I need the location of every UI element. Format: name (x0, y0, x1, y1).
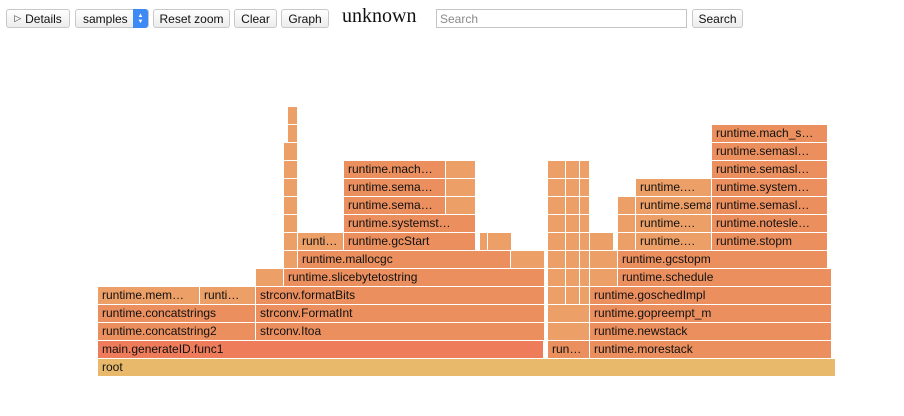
toolbar: ▷ Details samples ▲ ▼ Reset zoom Clear Gr… (0, 0, 904, 38)
flame-frame[interactable]: main.generateID.func1 (98, 341, 544, 358)
flame-frame[interactable] (548, 179, 566, 196)
flame-frame[interactable]: runtime.systemst… (344, 215, 476, 232)
flame-frame[interactable] (548, 251, 566, 268)
flame-frame[interactable]: strconv.FormatInt (256, 305, 545, 322)
flame-frame[interactable] (580, 215, 590, 232)
flame-frame[interactable] (566, 161, 580, 178)
flame-frame[interactable]: runtime.mach_s… (712, 125, 828, 142)
flame-frame[interactable] (590, 233, 614, 250)
flame-frame[interactable] (446, 161, 476, 178)
flame-frame[interactable]: runtime.… (636, 233, 712, 250)
flame-frame[interactable]: runtime.mem… (98, 287, 200, 304)
flame-frame[interactable] (446, 179, 476, 196)
flame-frame[interactable]: runtime.notesle… (712, 215, 828, 232)
flame-frame[interactable] (488, 233, 512, 250)
flame-frame[interactable] (580, 269, 590, 286)
flame-frame[interactable] (566, 197, 580, 214)
flame-frame[interactable] (566, 287, 580, 304)
flame-frame[interactable] (618, 215, 636, 232)
flame-frame[interactable] (548, 323, 590, 340)
clear-button[interactable]: Clear (234, 9, 277, 28)
flame-frame[interactable] (548, 215, 566, 232)
flame-frame[interactable] (284, 179, 298, 196)
flame-frame[interactable]: runtime.slicebytetostring (284, 269, 545, 286)
flame-frame[interactable] (580, 197, 590, 214)
flame-frame[interactable] (548, 305, 590, 322)
sample-type-select[interactable]: samples ▲ ▼ (75, 9, 149, 28)
flame-frame[interactable] (580, 251, 590, 268)
flame-frame[interactable] (566, 269, 580, 286)
details-button[interactable]: ▷ Details (6, 9, 70, 28)
reset-zoom-button[interactable]: Reset zoom (153, 9, 230, 28)
flame-frame[interactable] (288, 107, 298, 124)
flame-frame[interactable] (580, 287, 590, 304)
flame-frame[interactable]: strconv.formatBits (256, 287, 545, 304)
flame-frame[interactable] (284, 197, 298, 214)
flame-frame[interactable]: runtime.mach… (344, 161, 446, 178)
flame-frame[interactable]: runtime.newstack (590, 323, 832, 340)
flame-frame[interactable] (284, 215, 298, 232)
sample-type-select-value: samples (83, 11, 128, 26)
flame-frame[interactable] (618, 233, 636, 250)
flame-frame[interactable]: runtime.mallocgc (298, 251, 511, 268)
flame-frame[interactable]: runtime.morestack (590, 341, 832, 358)
flame-frame[interactable]: strconv.Itoa (256, 323, 545, 340)
flame-frame[interactable] (590, 269, 618, 286)
flame-frame[interactable]: runtime.goschedImpl (590, 287, 832, 304)
flame-frame[interactable] (288, 125, 298, 142)
flame-frame[interactable]: runtime.concatstring2 (98, 323, 256, 340)
flame-frame[interactable]: runti… (298, 233, 344, 250)
flame-frame[interactable]: runtime.… (636, 215, 712, 232)
flame-frame[interactable]: runtime.sema… (344, 179, 446, 196)
flame-frame[interactable]: runti… (200, 287, 256, 304)
flame-frame[interactable] (548, 233, 566, 250)
select-arrows-icon: ▲ ▼ (133, 9, 148, 28)
graph-button[interactable]: Graph (281, 9, 329, 28)
flame-frame[interactable] (566, 251, 580, 268)
flame-frame[interactable] (566, 179, 580, 196)
page-title: unknown (342, 5, 417, 27)
flame-frame[interactable]: run… (548, 341, 590, 358)
flame-frame[interactable]: runtime.stopm (712, 233, 828, 250)
flame-frame[interactable] (511, 251, 545, 268)
flame-frame[interactable] (284, 161, 298, 178)
flame-frame[interactable] (580, 233, 590, 250)
flame-frame[interactable]: runtime.concatstrings (98, 305, 256, 322)
flame-frame[interactable] (284, 251, 298, 268)
flame-frame[interactable]: runtime.gopreempt_m (590, 305, 832, 322)
flame-frame[interactable] (284, 143, 298, 160)
flame-frame[interactable] (590, 251, 618, 268)
flame-frame[interactable] (566, 215, 580, 232)
search-button[interactable]: Search (692, 9, 743, 28)
flame-frame[interactable] (566, 233, 580, 250)
flame-frame[interactable] (618, 197, 636, 214)
flame-frame[interactable] (580, 179, 590, 196)
flame-frame[interactable]: runtime.semasl… (712, 143, 828, 160)
flame-frame[interactable]: runtime.schedule (618, 269, 832, 286)
flame-frame[interactable]: runtime.gcstopm (618, 251, 828, 268)
flame-frame[interactable]: runtime.system… (712, 179, 828, 196)
flame-frame[interactable]: runtime.gcStart (344, 233, 476, 250)
flame-frame[interactable] (256, 269, 284, 286)
flame-frame[interactable] (548, 269, 566, 286)
flame-frame[interactable] (580, 161, 590, 178)
details-button-label: Details (25, 11, 62, 26)
flame-frame[interactable] (480, 233, 488, 250)
flame-frame[interactable] (548, 197, 566, 214)
flame-frame[interactable]: root (98, 359, 836, 376)
flame-frame[interactable]: runtime.sema… (344, 197, 446, 214)
flame-frame[interactable] (548, 287, 566, 304)
flame-frame[interactable]: runtime.… (636, 179, 712, 196)
flame-frame[interactable]: runtime.semasl… (712, 197, 828, 214)
flame-frame[interactable] (446, 197, 476, 214)
flame-frame[interactable] (548, 161, 566, 178)
flame-frame[interactable] (284, 233, 298, 250)
flame-frame[interactable]: runtime.semasl… (712, 161, 828, 178)
triangle-right-icon: ▷ (14, 13, 22, 23)
flame-frame[interactable]: runtime.semas… (636, 197, 712, 214)
search-input[interactable] (436, 9, 687, 28)
